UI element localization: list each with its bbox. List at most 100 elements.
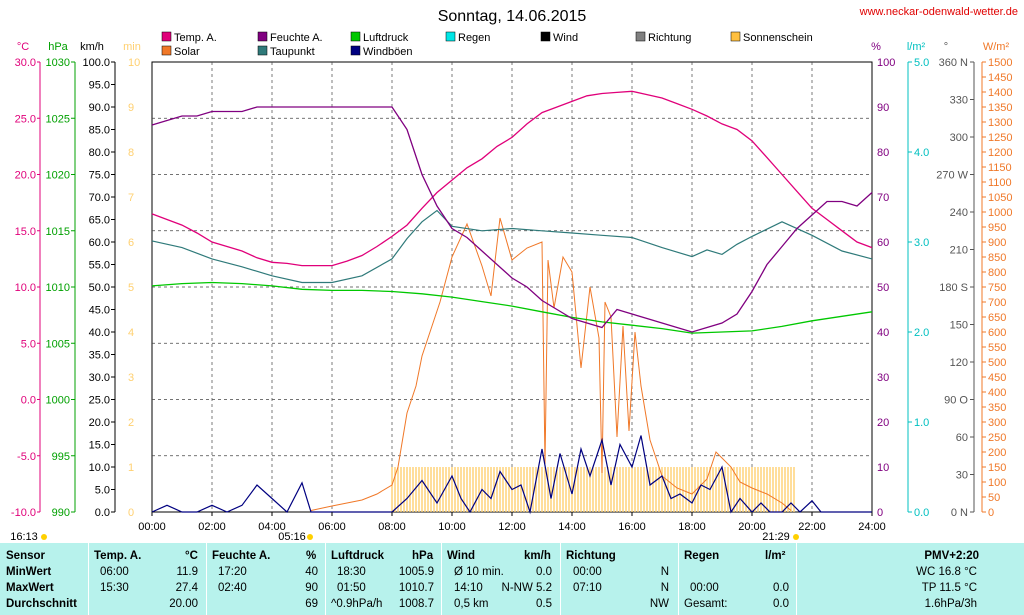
pressure-tick: 1020 [46, 170, 70, 182]
row-avg-dir: NW [649, 598, 669, 610]
sun-icon [41, 534, 47, 540]
x-tick-label: 08:00 [378, 521, 406, 533]
x-tick-label: 18:00 [678, 521, 706, 533]
row-min-hum: 40 [305, 566, 318, 578]
hdr-dir: Richtung [566, 550, 616, 562]
wind-tick: 0.0 [95, 507, 110, 519]
sunrise-label: 05:16 [278, 531, 306, 543]
row-max-wind-label: 14:10 [454, 582, 483, 594]
divider [325, 543, 326, 615]
hdr-sensor: Sensor [6, 550, 45, 562]
solar-tick: 350 [988, 402, 1006, 414]
solar-tick: 1150 [988, 162, 1012, 174]
row-avg-wind: 0.5 [536, 598, 552, 610]
hdr-wind: Wind [447, 550, 475, 562]
axis-unit-label: °C [17, 41, 29, 53]
row-avg-press-trend: ^0.9hPa/h [331, 598, 383, 610]
solar-tick: 0 [988, 507, 994, 519]
solar-tick: 650 [988, 312, 1006, 324]
row-min-dir-time: 00:00 [573, 566, 602, 578]
row-avg-label: Durchschnitt [6, 598, 77, 610]
row-min-hum-time: 17:20 [218, 566, 247, 578]
solar-tick: 1450 [988, 72, 1012, 84]
temp-tick: 30.0 [15, 57, 36, 69]
solar-tick: 950 [988, 222, 1006, 234]
wind-tick: 75.0 [89, 170, 110, 182]
legend-label: Temp. A. [174, 32, 217, 44]
legend-swatch [257, 31, 268, 42]
humidity-tick: 0 [877, 507, 883, 519]
direction-tick: 330 [950, 95, 968, 107]
temp-tick: -5.0 [17, 451, 36, 463]
humidity-tick: 70 [877, 192, 889, 204]
wind-tick: 90.0 [89, 102, 110, 114]
solar-tick: 700 [988, 297, 1006, 309]
series-line [151, 435, 872, 515]
solar-tick: 900 [988, 237, 1006, 249]
solar-tick: 1350 [988, 102, 1012, 114]
legend-swatch [350, 31, 361, 42]
pressure-tick: 1000 [46, 395, 70, 407]
solar-tick: 200 [988, 447, 1006, 459]
rain-tick: 5.0 [914, 57, 929, 69]
legend-swatch [161, 45, 172, 56]
wind-tick: 5.0 [95, 485, 110, 497]
solar-tick: 400 [988, 387, 1006, 399]
x-tick-label: 14:00 [558, 521, 586, 533]
site-url[interactable]: www.neckar-odenwald-wetter.de [859, 6, 1018, 18]
pressure-tick: 1005 [46, 338, 70, 350]
direction-tick: 150 [950, 320, 968, 332]
row-avg-hum: 69 [305, 598, 318, 610]
sun-tick: 1 [128, 462, 134, 474]
direction-tick: 120 [950, 357, 968, 369]
sunset-label: 21:29 [762, 531, 790, 543]
row-max-hum: 90 [305, 582, 318, 594]
wind-tick: 10.0 [89, 462, 110, 474]
wind-tick: 55.0 [89, 260, 110, 272]
legend-swatch [730, 31, 741, 42]
direction-tick: 180 S [939, 282, 968, 294]
row-max-hum-time: 02:40 [218, 582, 247, 594]
legend-swatch [350, 45, 361, 56]
direction-tick: 240 [950, 207, 968, 219]
sunrise-icon [307, 534, 313, 540]
row-avg-wind-label: 0,5 km [454, 598, 489, 610]
wind-tick: 70.0 [89, 192, 110, 204]
x-tick-label: 12:00 [498, 521, 526, 533]
row-min-label: MinWert [6, 566, 52, 578]
time-axis: 00:00 02:00 04:00 06:00 08:00 10:00 12:00 14:00… [10, 512, 886, 543]
legend-swatch [161, 31, 172, 42]
pressure-tick: 1030 [46, 57, 70, 69]
rain-tick: 4.0 [914, 147, 929, 159]
axis-unit-label: l/m² [907, 41, 926, 53]
legend-label: Regen [458, 32, 490, 44]
legend-label: Richtung [648, 32, 691, 44]
divider [796, 543, 797, 615]
series-line [151, 90, 873, 267]
legend-swatch [445, 31, 456, 42]
temp-tick: 20.0 [15, 170, 36, 182]
legend-swatch [540, 31, 551, 42]
wind-tick: 25.0 [89, 395, 110, 407]
legend: Temp. A. Feuchte A. Luftdruck Regen Wind Rich… [161, 31, 813, 58]
hdr-press-unit: hPa [412, 550, 434, 562]
solar-tick: 850 [988, 252, 1006, 264]
row-max-rain: 0.0 [773, 582, 789, 594]
row-max-rain-time: 00:00 [690, 582, 719, 594]
solar-tick: 1000 [988, 207, 1012, 219]
chart-axes: 30.025.020.015.010.05.00.0-5.0-10.010301… [11, 57, 1013, 519]
x-tick-label: 04:00 [258, 521, 286, 533]
solar-tick: 1200 [988, 147, 1012, 159]
legend-label: Windböen [363, 46, 413, 58]
humidity-tick: 80 [877, 147, 889, 159]
sun-tick: 9 [128, 102, 134, 114]
solar-tick: 1050 [988, 192, 1012, 204]
row-max-temp-time: 15:30 [100, 582, 129, 594]
temp-tick: 25.0 [15, 113, 36, 125]
wind-tick: 30.0 [89, 372, 110, 384]
solar-tick: 1400 [988, 87, 1012, 99]
hdr-wind-unit: km/h [524, 550, 551, 562]
sun-tick: 5 [128, 282, 134, 294]
sun-tick: 2 [128, 417, 134, 429]
row-min-wind: 0.0 [536, 566, 552, 578]
